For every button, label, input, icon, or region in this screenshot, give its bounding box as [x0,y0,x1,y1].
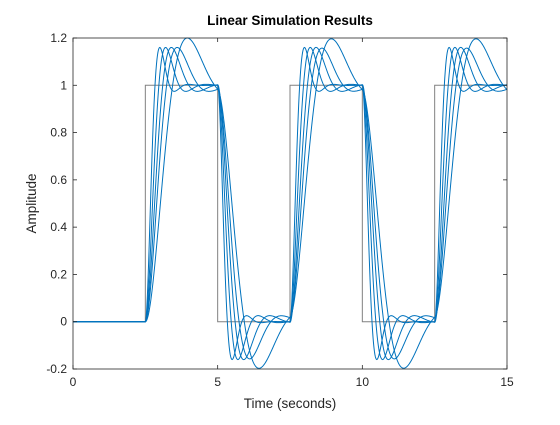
y-tick-label: 0.2 [50,267,67,281]
y-tick-label: -0.2 [46,362,67,376]
y-tick-label: 1.2 [50,31,67,45]
y-tick-label: 0 [60,315,67,329]
response-line-5 [73,37,508,369]
y-tick-label: 0.8 [50,126,67,140]
x-tick-label: 10 [356,375,370,389]
x-axis-label: Time (seconds) [244,396,337,411]
x-tick-label: 0 [70,375,77,389]
y-tick-label: 1 [60,78,67,92]
axes-box [72,37,508,370]
x-tick-label: 15 [500,375,514,389]
x-tick-label: 5 [214,375,221,389]
series-layer [73,37,508,369]
y-tick-label: 0.6 [50,173,67,187]
y-tick-label: 0.4 [50,220,67,234]
y-axis-label: Amplitude [24,173,39,233]
tick-layer: 0 5 10 15-0.200.20.40.60.811.2 [46,31,514,389]
input-signal-line [73,84,507,323]
chart-title: Linear Simulation Results [207,13,373,28]
